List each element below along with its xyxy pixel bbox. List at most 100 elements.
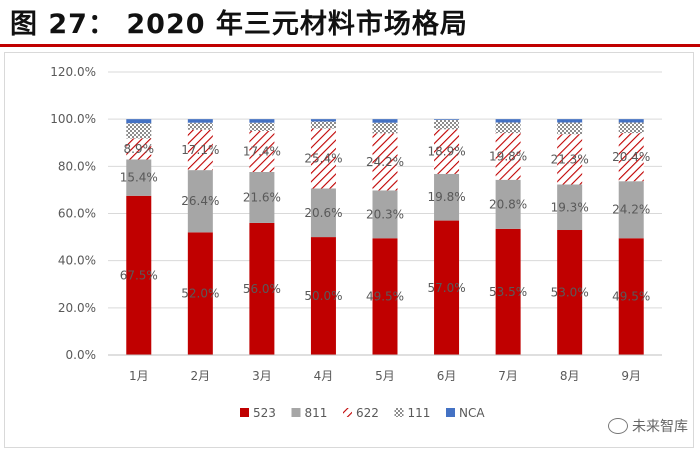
bar-segment-nca: [618, 119, 644, 123]
data-label: 26.4%: [181, 194, 219, 208]
bar-segment-nca: [372, 119, 398, 123]
bar-segment-nca: [434, 119, 460, 120]
data-label: 24.2%: [366, 155, 404, 169]
data-label: 57.0%: [427, 281, 465, 295]
legend-swatch-nca: [446, 408, 455, 417]
bar-segment-811: [126, 159, 152, 196]
data-label: 52.0%: [181, 287, 219, 301]
bar-segment-nca: [187, 119, 213, 123]
data-label: 25.4%: [304, 152, 342, 166]
y-tick-label: 60.0%: [58, 207, 96, 221]
x-tick-label: 1月: [129, 369, 149, 383]
bar-segment-nca: [310, 119, 336, 122]
x-tick-label: 2月: [191, 369, 211, 383]
bar-segment-622: [249, 130, 275, 172]
bar-segment-523: [495, 228, 521, 355]
y-tick-label: 100.0%: [50, 112, 96, 126]
data-label: 21.6%: [243, 190, 281, 204]
data-label: 8.9%: [124, 142, 155, 156]
chart-frame: [4, 52, 694, 448]
figure-title: 图 27： 2020 年三元材料市场格局: [10, 9, 468, 40]
bar-segment-622: [126, 138, 152, 160]
bar-segment-nca: [249, 119, 275, 123]
bar-segment-811: [618, 181, 644, 239]
x-tick-label: 6月: [437, 369, 457, 383]
bar-segment-nca: [495, 119, 521, 123]
y-tick-label: 80.0%: [58, 159, 96, 173]
data-label: 17.1%: [181, 143, 219, 157]
bar-segment-811: [557, 184, 583, 231]
data-label: 67.5%: [120, 268, 158, 282]
bar-segment-622: [557, 134, 583, 185]
bar-segment-523: [126, 195, 152, 355]
bar-segment-811: [187, 170, 213, 233]
x-tick-label: 5月: [375, 369, 395, 383]
data-label: 56.0%: [243, 282, 281, 296]
data-label: 20.3%: [366, 207, 404, 221]
data-label: 53.5%: [489, 285, 527, 299]
y-tick-label: 20.0%: [58, 301, 96, 315]
data-label: 19.3%: [551, 200, 589, 214]
data-label: 20.6%: [304, 206, 342, 220]
bar-segment-622: [495, 133, 521, 180]
y-tick-label: 0.0%: [66, 348, 97, 362]
y-tick-label: 120.0%: [50, 65, 96, 79]
bar-segment-111: [618, 122, 644, 134]
legend-swatch-811: [291, 408, 301, 417]
legend-label: 622: [356, 406, 379, 420]
watermark-text: 未来智库: [632, 419, 688, 435]
bar-segment-523: [187, 232, 213, 355]
title-rule: [0, 44, 700, 47]
bar-segment-111: [310, 121, 336, 129]
bar-segment-523: [372, 238, 398, 355]
bar-segment-nca: [557, 119, 583, 123]
data-label: 24.2%: [612, 203, 650, 217]
data-label: 49.5%: [612, 290, 650, 304]
bar-segment-nca: [126, 119, 152, 124]
data-label: 19.8%: [427, 190, 465, 204]
legend-swatch-111: [394, 408, 404, 417]
legend-label: NCA: [459, 406, 485, 420]
x-tick-label: 4月: [314, 369, 334, 383]
bar-segment-622: [187, 129, 213, 171]
bar-segment-622: [618, 133, 644, 182]
data-label: 49.5%: [366, 290, 404, 304]
bar-segment-523: [618, 238, 644, 355]
bar-segment-811: [372, 190, 398, 239]
bar-segment-622: [434, 129, 460, 174]
x-tick-label: 9月: [621, 369, 641, 383]
y-tick-label: 40.0%: [58, 254, 96, 268]
bar-segment-111: [187, 122, 213, 130]
bar-segment-811: [434, 173, 460, 221]
x-tick-label: 3月: [252, 369, 272, 383]
bar-segment-111: [372, 122, 398, 134]
data-label: 19.8%: [489, 149, 527, 163]
bar-segment-523: [310, 237, 336, 355]
legend-label: 111: [408, 406, 431, 420]
bar-segment-111: [249, 122, 275, 131]
data-label: 17.4%: [243, 144, 281, 158]
bar-segment-111: [434, 119, 460, 130]
legend-label: 811: [305, 406, 328, 420]
bar-segment-111: [126, 123, 152, 139]
x-tick-label: 8月: [560, 369, 580, 383]
data-label: 53.0%: [551, 286, 589, 300]
bar-segment-523: [434, 220, 460, 355]
legend-swatch-622: [343, 408, 352, 417]
bar-segment-622: [310, 128, 336, 189]
legend-label: 523: [253, 406, 276, 420]
data-label: 20.8%: [489, 197, 527, 211]
data-label: 15.4%: [120, 171, 158, 185]
bar-segment-523: [249, 222, 275, 355]
data-label: 20.4%: [612, 150, 650, 164]
legend-swatch-523: [240, 408, 249, 417]
watermark: 未来智库: [608, 416, 688, 436]
x-tick-label: 7月: [498, 369, 518, 383]
wechat-icon: [608, 418, 628, 434]
bar-segment-811: [495, 179, 521, 229]
bar-segment-811: [310, 188, 336, 238]
data-label: 50.0%: [304, 289, 342, 303]
bar-segment-622: [372, 133, 398, 191]
bar-segment-811: [249, 171, 275, 223]
